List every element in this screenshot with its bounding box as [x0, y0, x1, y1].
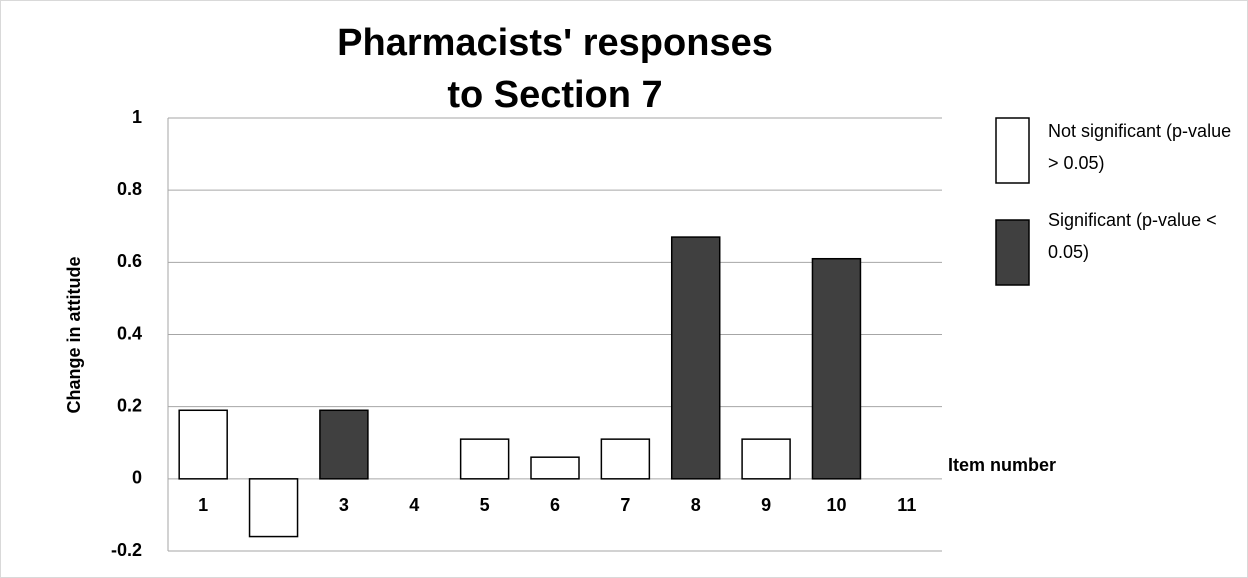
y-tick-label: -0.2	[111, 540, 142, 560]
y-tick-label: 0.2	[117, 395, 142, 415]
legend-label: Not significant (p-value > 0.05)	[1048, 121, 1232, 173]
y-tick-label: 0.4	[117, 323, 142, 343]
legend-swatch	[995, 117, 1030, 184]
chart-title: Pharmacists' responses	[337, 22, 773, 64]
x-tick-label: 9	[761, 495, 771, 515]
y-tick-label: 0.8	[117, 179, 142, 199]
bar	[670, 236, 721, 480]
bar	[741, 438, 791, 480]
x-tick-label: 6	[550, 495, 560, 515]
x-tick-label: 10	[826, 495, 846, 515]
x-tick-label: 4	[409, 495, 419, 515]
y-tick-label: 1	[132, 107, 142, 127]
x-axis-label: Item number	[948, 455, 1056, 475]
chart-title: to Section 7	[447, 74, 662, 116]
bar	[600, 438, 651, 480]
y-tick-label: 0	[132, 468, 142, 488]
x-tick-label: 3	[339, 495, 349, 515]
x-tick-label: 5	[480, 495, 490, 515]
legend-label: Significant (p-value < 0.05)	[1048, 210, 1217, 262]
x-tick-label: 11	[897, 495, 916, 515]
bar	[459, 438, 510, 480]
x-tick-label: 8	[691, 495, 701, 515]
y-axis-label: Change in attitude	[64, 257, 84, 414]
y-tick-label: 0.6	[117, 251, 142, 271]
bar	[248, 478, 299, 538]
legend-swatch	[995, 219, 1030, 286]
x-tick-label: 7	[620, 495, 630, 515]
x-tick-label: 1	[198, 495, 208, 515]
bar	[811, 257, 862, 480]
bar	[178, 409, 228, 480]
bar	[530, 456, 580, 480]
bar	[319, 409, 369, 480]
